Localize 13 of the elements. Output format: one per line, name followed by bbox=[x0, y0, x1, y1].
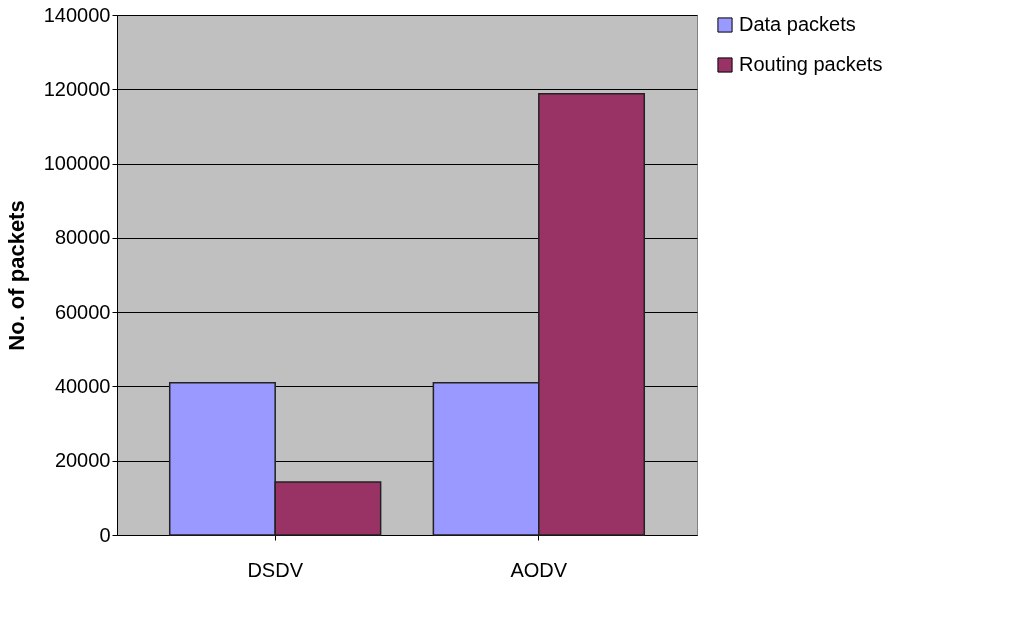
x-tick-label: AODV bbox=[510, 558, 568, 581]
y-tick-label: 0 bbox=[99, 523, 111, 546]
y-tick-label: 140000 bbox=[43, 3, 111, 26]
y-tick-label: 60000 bbox=[54, 300, 111, 323]
y-tick-label: 40000 bbox=[54, 374, 111, 397]
legend-label: Data packets bbox=[739, 13, 856, 35]
y-tick-label: 100000 bbox=[43, 152, 111, 175]
y-tick-label: 120000 bbox=[43, 77, 111, 100]
legend-label: Routing packets bbox=[739, 53, 883, 75]
y-axis-title: No. of packets bbox=[3, 200, 29, 351]
y-tick-label: 20000 bbox=[54, 449, 111, 472]
x-tick-label: DSDV bbox=[247, 558, 304, 581]
y-tick-label: 80000 bbox=[54, 226, 111, 249]
